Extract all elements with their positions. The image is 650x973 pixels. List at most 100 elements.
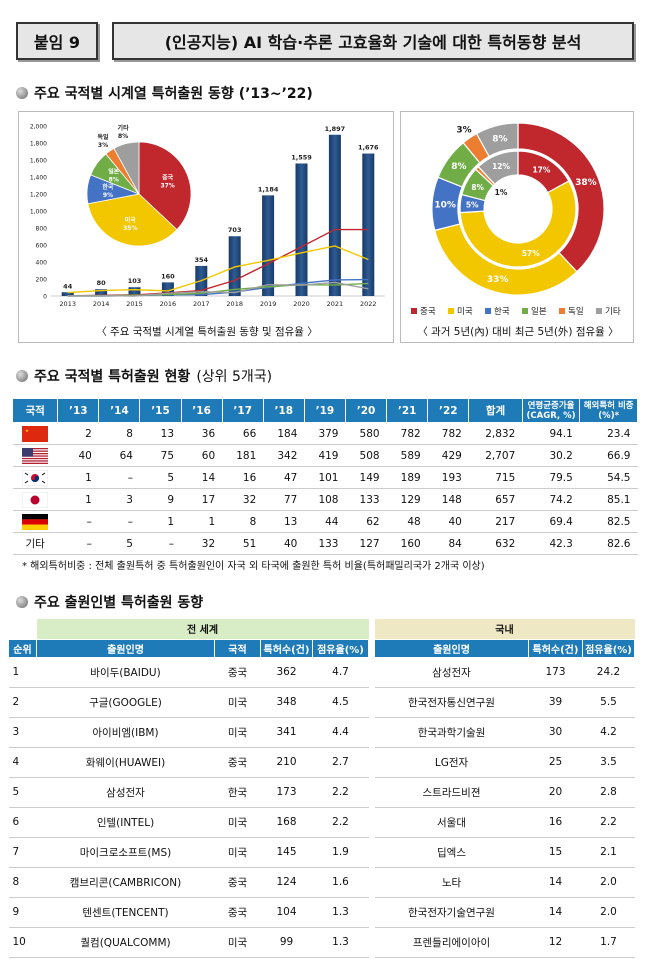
- table-cell: 47: [263, 467, 304, 489]
- table-cell: 9: [140, 489, 181, 511]
- table-cell: 133: [345, 489, 386, 511]
- col-header: ’13: [58, 399, 99, 423]
- domestic-group-header: 국내: [375, 619, 635, 639]
- table-cell: 2.2: [313, 777, 369, 807]
- table-cell: 5: [99, 533, 140, 555]
- table-cell: 10: [9, 927, 37, 957]
- table-cell: 66: [222, 423, 263, 445]
- table-cell: 210: [261, 747, 313, 777]
- table-cell: 160: [387, 533, 428, 555]
- table-cell: 580: [345, 423, 386, 445]
- table-cell: –: [140, 533, 181, 555]
- table-cell: 미국: [215, 687, 261, 717]
- table-cell: 1.7: [583, 927, 635, 957]
- section2-heading: 주요 국적별 특허출원 현황 (상위 5개국): [16, 366, 272, 386]
- table-cell: 미국: [215, 837, 261, 867]
- table-cell: 퀄컴(QUALCOMM): [37, 927, 215, 957]
- table-cell: 69.4: [522, 511, 580, 533]
- table-cell: 한국전자통신연구원: [375, 687, 529, 717]
- world-group-header: 전 세계: [37, 619, 369, 639]
- table-cell: 5: [140, 467, 181, 489]
- table-cell: 782: [387, 423, 428, 445]
- bar-value-label: 354: [195, 256, 209, 264]
- table-cell: 중국: [215, 867, 261, 897]
- table-cell: 173: [261, 777, 313, 807]
- table-cell: 15: [529, 837, 583, 867]
- bar-value-label: 160: [161, 272, 175, 280]
- table-cell: 217: [469, 511, 522, 533]
- section2-subtitle: (상위 5개국): [196, 366, 272, 386]
- table-cell: 84: [428, 533, 469, 555]
- table-cell: 미국: [215, 927, 261, 957]
- table-cell: 104: [261, 897, 313, 927]
- x-tick-label: 2016: [160, 300, 177, 308]
- table-cell: 77: [263, 489, 304, 511]
- table-cell: 중국: [215, 897, 261, 927]
- table-cell: 36: [181, 423, 222, 445]
- table-cell: 아이비엠(IBM): [37, 717, 215, 747]
- table-cell: 99: [261, 927, 313, 957]
- table-cell: 40: [263, 533, 304, 555]
- table-cell: 2.1: [583, 837, 635, 867]
- inset-pie-label: 35%: [123, 225, 137, 232]
- table-cell: 133: [304, 533, 345, 555]
- section2-title: 주요 국적별 특허출원 현황: [34, 366, 190, 386]
- table-cell: 프렌들리에이아이: [375, 927, 529, 957]
- table-cell: 129: [387, 489, 428, 511]
- table-row: 1바이두(BAIDU)중국3624.7삼성전자17324.2: [9, 657, 635, 687]
- table-cell: 66.9: [580, 445, 638, 467]
- table-row: 13917327710813312914865774.285.1: [13, 489, 638, 511]
- legend-label: 기타: [605, 307, 621, 317]
- table-cell: 2.8: [583, 777, 635, 807]
- bar-value-label: 103: [128, 277, 142, 285]
- table-cell: 419: [304, 445, 345, 467]
- y-tick-label: 800: [36, 226, 48, 233]
- table-cell: 589: [387, 445, 428, 467]
- timeseries-chart: 02004006008001,0001,2001,4001,6001,8002,…: [19, 112, 395, 320]
- y-tick-label: 1,800: [30, 141, 47, 148]
- table-cell: 1.3: [313, 897, 369, 927]
- timeseries-chart-panel: 02004006008001,0001,2001,4001,6001,8002,…: [18, 111, 394, 343]
- chart1-caption: 〈 주요 국적별 시계열 특허출원 동향 및 점유율 〉: [19, 324, 395, 339]
- table-cell: 632: [469, 533, 522, 555]
- col-header: ’14: [99, 399, 140, 423]
- table-cell: 1: [58, 489, 99, 511]
- table-cell: 바이두(BAIDU): [37, 657, 215, 687]
- table-cell: 64: [99, 445, 140, 467]
- table-cell: –: [58, 533, 99, 555]
- table-cell: 82.5: [580, 511, 638, 533]
- table-cell: 노타: [375, 867, 529, 897]
- col-header: 합계: [469, 399, 522, 423]
- table-cell: 1.6: [313, 867, 369, 897]
- series-line-중국: [68, 230, 369, 296]
- legend-swatch: [522, 308, 528, 314]
- col-header: ’22: [428, 399, 469, 423]
- table-cell: 서울대: [375, 807, 529, 837]
- table-cell: 한국과학기술원: [375, 717, 529, 747]
- table-cell: 379: [304, 423, 345, 445]
- col-header: 점유율(%): [583, 639, 635, 657]
- table-cell: 구글(GOOGLE): [37, 687, 215, 717]
- legend-label: 한국: [494, 307, 510, 317]
- y-tick-label: 0: [43, 294, 47, 301]
- col-header: ’20: [345, 399, 386, 423]
- x-tick-label: 2018: [226, 300, 243, 308]
- table-cell: 51: [222, 533, 263, 555]
- inset-pie-label: 3%: [98, 142, 108, 149]
- table-cell: 스트라드비젼: [375, 777, 529, 807]
- table-cell: 85.1: [580, 489, 638, 511]
- table-cell: 193: [428, 467, 469, 489]
- table-cell: 1.3: [313, 927, 369, 957]
- table-cell: 3: [99, 489, 140, 511]
- table-cell: 13: [140, 423, 181, 445]
- chart2-caption: 〈 과거 5년(內) 대비 최근 5년(外) 점유율 〉: [401, 324, 635, 339]
- outer-ring-label: 33%: [487, 275, 509, 285]
- table-cell: 마이크로소프트(MS): [37, 837, 215, 867]
- table-cell: 8: [99, 423, 140, 445]
- table-cell: 삼성전자: [37, 777, 215, 807]
- col-header: ’21: [387, 399, 428, 423]
- table-cell: 39: [529, 687, 583, 717]
- inset-pie-label: 37%: [160, 183, 174, 190]
- country-table: 국적’13’14’15’16’17’18’19’20’21’22합계연평균증가율…: [12, 398, 638, 555]
- attachment-tag: 붙임 9: [16, 22, 98, 60]
